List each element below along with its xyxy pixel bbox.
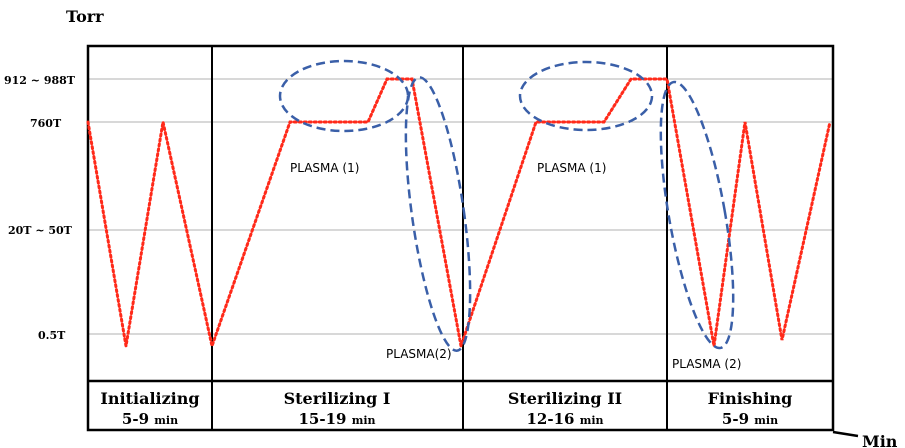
phase-name-sterilizing-1: Sterilizing I <box>284 389 391 408</box>
phase-name-sterilizing-2: Sterilizing II <box>508 389 622 408</box>
phase-duration-sterilizing-1: 15-19 min <box>298 410 375 428</box>
phase-name-initializing: Initializing <box>100 389 199 408</box>
phase-labels: Initializing 5-9 min Sterilizing I 15-19… <box>100 389 792 428</box>
y-tick-20: 20T ~ 50T <box>8 224 73 237</box>
plasma-ellipses <box>278 59 735 352</box>
plasma-label-1: PLASMA (1) <box>290 161 359 175</box>
x-axis-title: Min <box>862 432 898 448</box>
plasma-2-ellipse-sterilizing-1 <box>404 76 472 352</box>
phase-duration-finishing: 5-9 min <box>722 410 778 428</box>
plasma-1-ellipse-sterilizing-2 <box>518 60 654 132</box>
plasma-2-ellipse-finishing <box>659 80 735 350</box>
chart-frame <box>86 44 835 432</box>
plasma-labels: PLASMA (1) PLASMA(2) PLASMA (1) PLASMA (… <box>290 161 741 371</box>
plasma-label-2: PLASMA(2) <box>386 347 452 361</box>
phase-name-finishing: Finishing <box>708 389 793 408</box>
plasma-label-4: PLASMA (2) <box>672 357 741 371</box>
y-tick-labels: 912 ~ 988T 760T 20T ~ 50T 0.5T <box>4 74 76 342</box>
y-tick-760: 760T <box>30 117 62 130</box>
y-axis-title: Torr <box>66 7 104 26</box>
y-tick-912: 912 ~ 988T <box>4 74 76 87</box>
phase-duration-sterilizing-2: 12-16 min <box>526 410 603 428</box>
x-axis-line <box>832 430 859 438</box>
pressure-series-line <box>86 77 832 352</box>
y-tick-05: 0.5T <box>38 329 66 342</box>
plasma-1-ellipse-sterilizing-1 <box>278 59 410 133</box>
phase-duration-initializing: 5-9 min <box>122 410 178 428</box>
plasma-label-3: PLASMA (1) <box>537 161 606 175</box>
